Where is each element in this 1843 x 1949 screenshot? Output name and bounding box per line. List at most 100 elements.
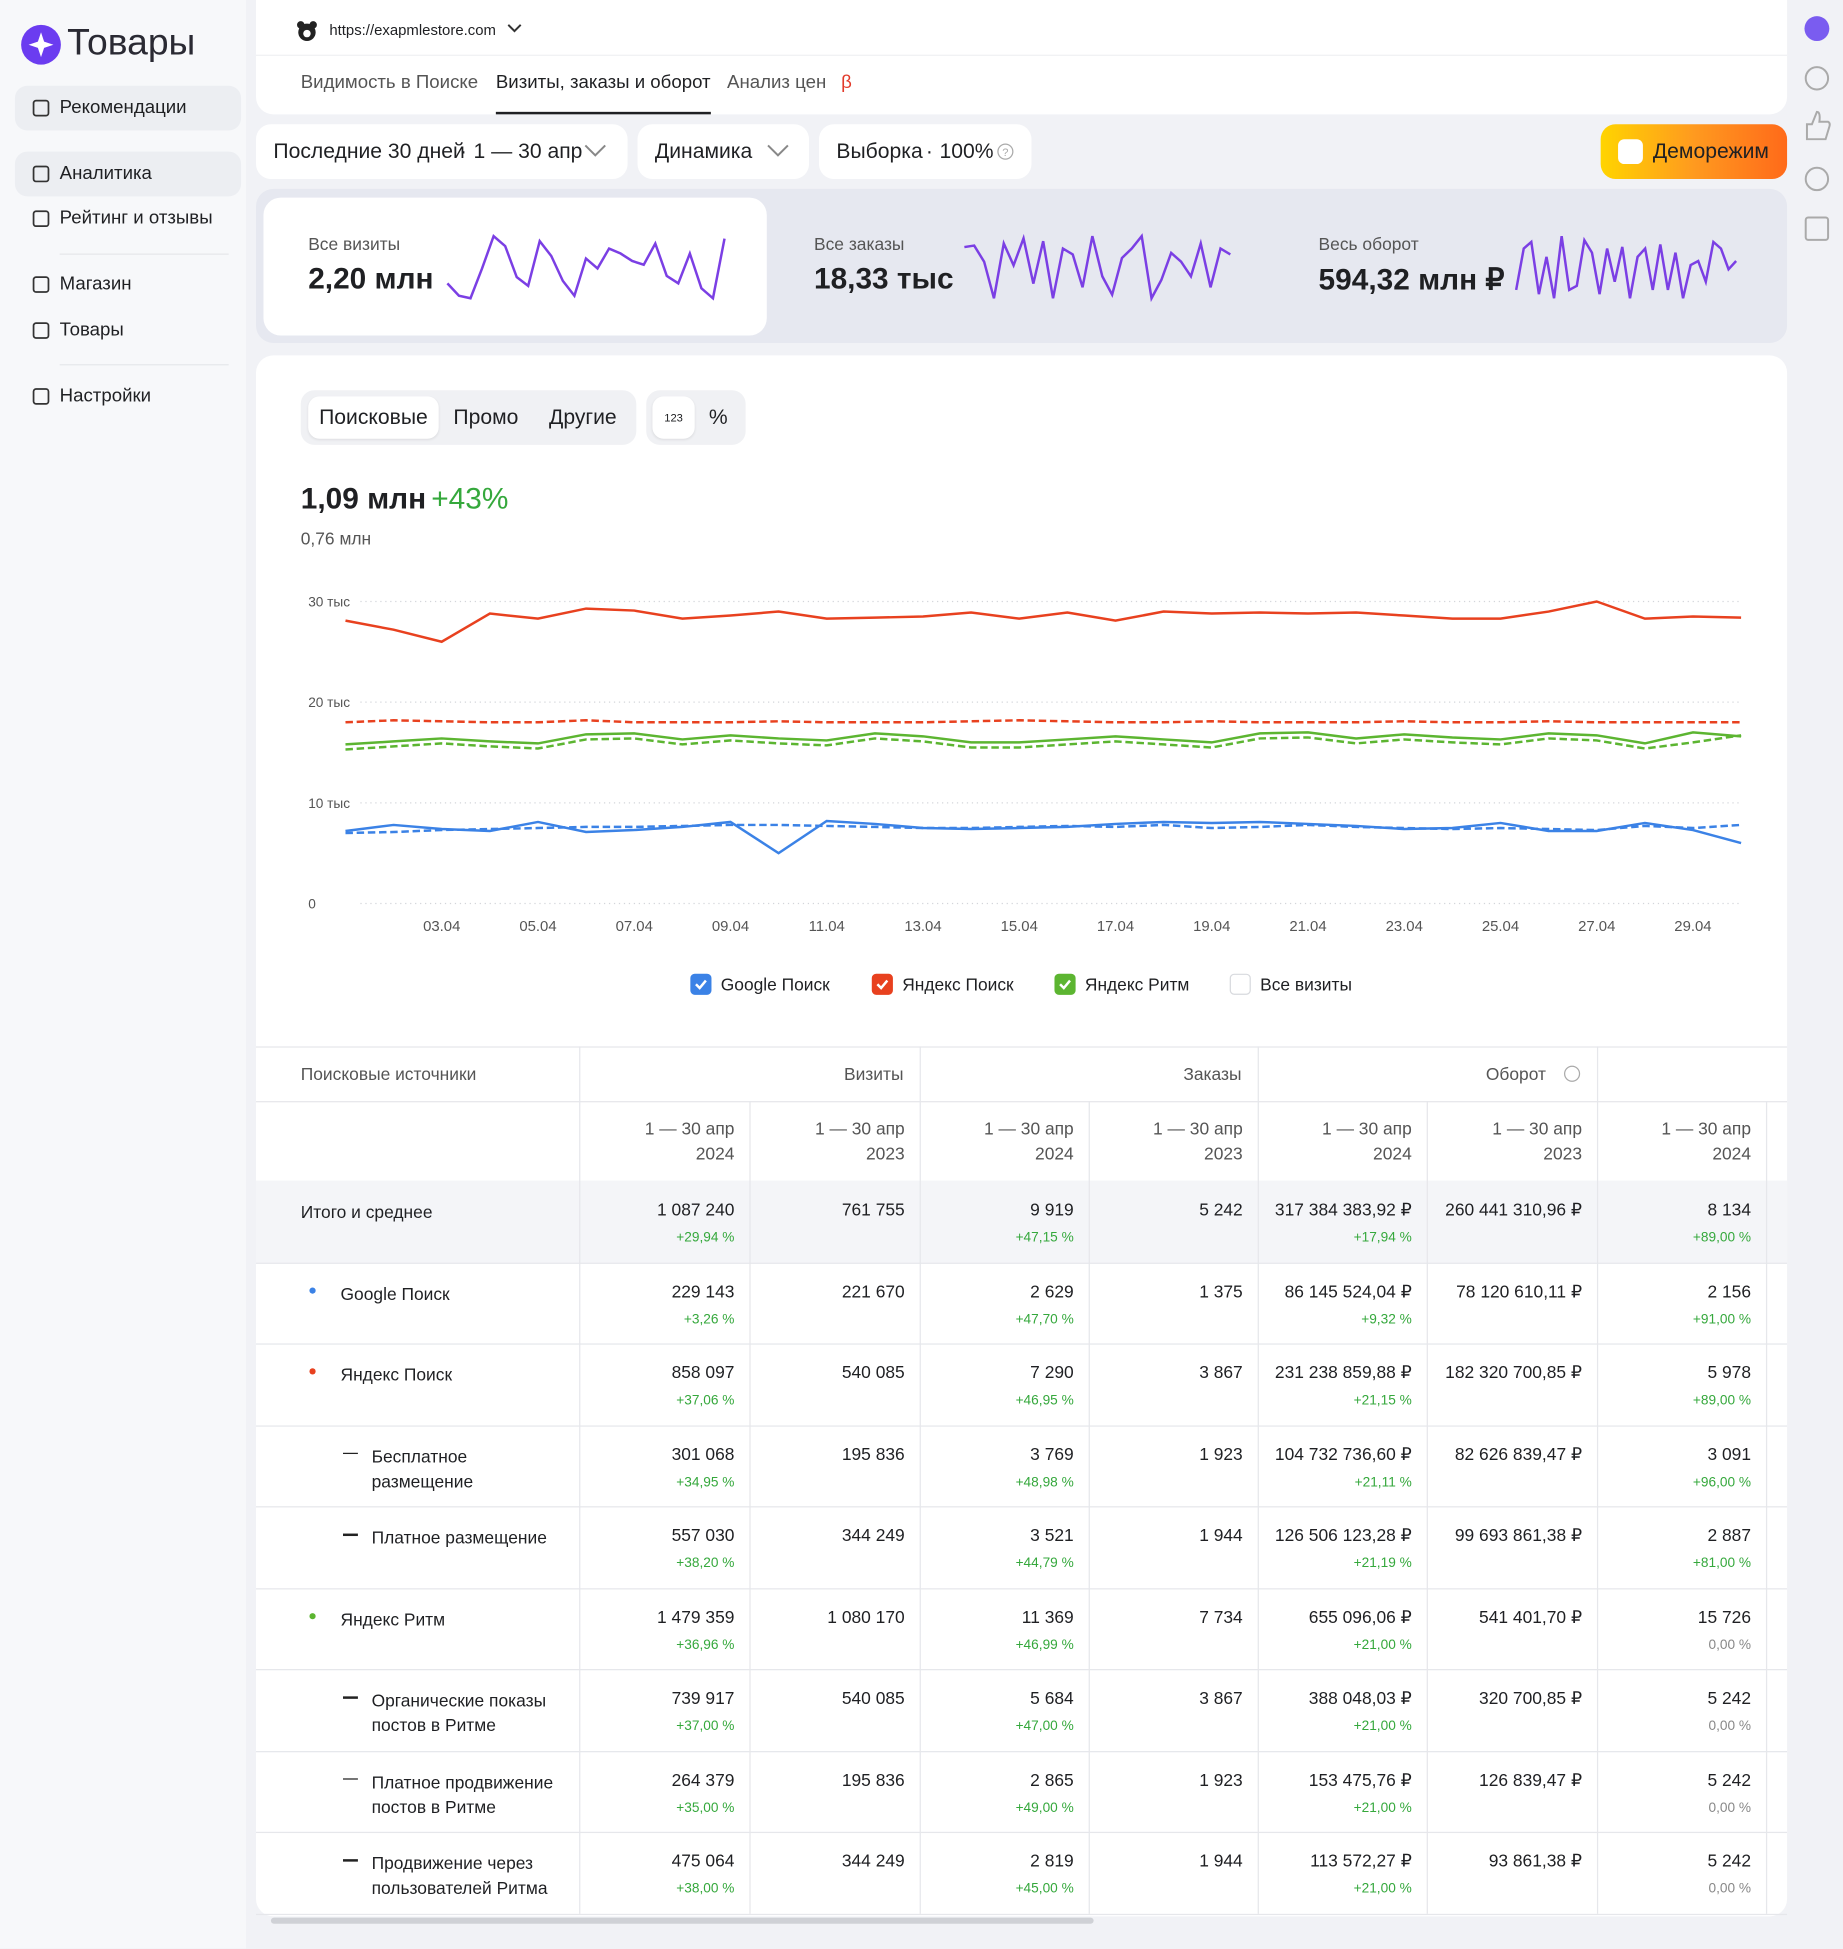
cell-value: 9 919	[1030, 1199, 1074, 1220]
cell-value: 3 769	[1030, 1443, 1074, 1464]
sparkline	[1514, 235, 1738, 299]
header: https://exapmlestore.com	[256, 0, 1788, 115]
dot-sep: ·	[459, 139, 467, 163]
segment[interactable]: Промо	[453, 405, 519, 429]
tab[interactable]: Визиты, заказы и оборот	[495, 72, 711, 115]
cell-value: 1 375	[1199, 1280, 1243, 1301]
period-range: 1 — 30 апр	[644, 1118, 735, 1139]
segment[interactable]: Поисковые	[308, 396, 439, 439]
series-line	[345, 600, 1742, 644]
url-chevron[interactable]	[507, 22, 522, 34]
nav-item[interactable]: Магазин	[15, 262, 241, 307]
summary-previous: 0,76 млн	[300, 528, 372, 549]
row-name[interactable]: Яндекс Ритм	[340, 1608, 446, 1629]
header-divider	[256, 54, 1788, 56]
nav-label: Рекомендации	[59, 96, 187, 119]
cell-value: 7 734	[1199, 1606, 1243, 1627]
period-year: 2024	[1035, 1143, 1074, 1164]
row-divider	[256, 1587, 1788, 1589]
cell-change: 0,00 %	[1708, 1800, 1752, 1816]
unit[interactable]: %	[708, 405, 728, 429]
row-name[interactable]: Google Поиск	[340, 1283, 450, 1304]
sparkline	[964, 233, 1231, 303]
segment[interactable]: Другие	[549, 405, 617, 429]
series-line	[345, 719, 1742, 724]
kpi-strip	[256, 188, 1788, 343]
kpi-label: Все заказы	[814, 233, 905, 254]
cell-change: +21,00 %	[1353, 1637, 1412, 1653]
kpi-card-active[interactable]	[263, 197, 767, 336]
nav-item[interactable]: Рейтинг и отзывы	[15, 196, 241, 241]
cell-value: 541 401,70 ₽	[1479, 1606, 1583, 1627]
docs-icon[interactable]	[1804, 216, 1830, 241]
row-divider	[256, 1343, 1788, 1345]
support-icon[interactable]	[1804, 66, 1830, 91]
cell-value: 104 732 736,60 ₽	[1274, 1443, 1412, 1464]
help-icon[interactable]	[1804, 166, 1830, 192]
scrollbar[interactable]	[270, 1917, 1094, 1924]
cell-change: +47,15 %	[1015, 1230, 1074, 1246]
row-name[interactable]: Продвижение через пользователей Ритма	[371, 1852, 548, 1898]
row-name[interactable]: Органические показы постов в Ритме	[371, 1690, 547, 1735]
unit[interactable]: 123	[652, 396, 695, 439]
row-name[interactable]: Итого и среднее	[300, 1201, 433, 1222]
row-name[interactable]: Бесплатное размещение	[371, 1445, 474, 1491]
chevron	[584, 144, 606, 157]
cell-change: +48,98 %	[1015, 1474, 1074, 1490]
row-divider	[256, 1262, 1788, 1264]
nav-label: Настройки	[59, 385, 152, 407]
tab[interactable]: Видимость в Поиске	[301, 72, 478, 93]
x-tick-label: 23.04	[1386, 919, 1423, 935]
period-range: 1 — 30 апр	[984, 1118, 1074, 1139]
table-divider	[256, 1046, 1788, 1048]
cell-change: +21,19 %	[1353, 1555, 1412, 1571]
nav-item[interactable]: Аналитика	[14, 151, 242, 197]
first-header: Поисковые источники	[300, 1063, 477, 1084]
row-divider	[256, 1831, 1788, 1834]
cell-value: 5 978	[1707, 1362, 1752, 1382]
nav-item[interactable]: Товары	[15, 308, 241, 353]
nav-item[interactable]: Настройки	[15, 374, 241, 419]
kpi-value: 594,32 млн ₽	[1318, 263, 1505, 298]
demo-toggle	[1618, 139, 1643, 165]
sample-filter[interactable]: Выборка · 100% ?	[818, 124, 1032, 179]
legend-checkbox	[1054, 973, 1076, 995]
nav-item[interactable]: Рекомендации	[14, 85, 242, 131]
cell-change: +21,11 %	[1354, 1474, 1412, 1490]
row-name[interactable]: Яндекс Поиск	[340, 1364, 453, 1385]
mode-filter[interactable]: Динамика	[637, 124, 810, 179]
table-divider	[256, 1101, 1788, 1103]
avatar[interactable]	[1804, 16, 1830, 42]
site-url[interactable]: https://exapmlestore.com	[329, 21, 496, 39]
series-line	[345, 731, 1742, 746]
cell-change: +9,32 %	[1361, 1311, 1412, 1327]
cell-change: +36,96 %	[676, 1637, 735, 1653]
row-name[interactable]: Платное продвижение постов в Ритме	[371, 1771, 554, 1817]
y-tick-label: 0	[308, 896, 316, 911]
cell-value: 2 865	[1030, 1769, 1074, 1789]
period-filter[interactable]: Последние 30 дней · 1 — 30 апр	[256, 124, 628, 179]
nav-icon	[32, 210, 50, 228]
tab[interactable]: Анализ цен β	[727, 72, 852, 93]
like-icon[interactable]	[1805, 110, 1831, 141]
period-year: 2024	[695, 1143, 735, 1164]
col-divider	[579, 1046, 581, 1914]
x-tick-label: 25.04	[1482, 919, 1519, 935]
demo-button[interactable]: Деморежим	[1600, 124, 1788, 179]
period-range: 1 — 30 апр	[1661, 1118, 1752, 1139]
row-name[interactable]: Платное размещение	[371, 1527, 547, 1548]
icon-shape	[32, 322, 50, 339]
tab-label: Визиты, заказы и оборот	[495, 72, 711, 94]
cell-value: 11 369	[1021, 1606, 1074, 1627]
cell-value: 5 684	[1030, 1687, 1074, 1708]
cell-change: +21,15 %	[1353, 1393, 1412, 1409]
site-icon	[297, 21, 317, 42]
nav-label: Рейтинг и отзывы	[59, 207, 213, 229]
cell-value: 82 626 839,47 ₽	[1454, 1443, 1583, 1464]
cell-value: 2 156	[1707, 1280, 1752, 1301]
cell-value: 260 441 310,96 ₽	[1445, 1199, 1583, 1220]
cell-value: 3 521	[1030, 1524, 1074, 1545]
legend-label: Все визиты	[1260, 974, 1352, 994]
cell-change: +38,00 %	[676, 1881, 735, 1897]
nav-label: Товары	[59, 319, 124, 341]
